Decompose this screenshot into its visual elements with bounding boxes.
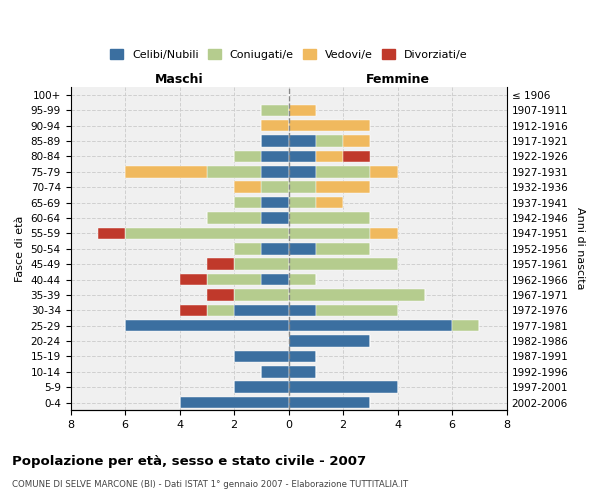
Bar <box>289 336 370 347</box>
Bar <box>289 212 370 224</box>
Bar <box>289 320 452 332</box>
Bar <box>125 166 207 177</box>
Bar <box>207 166 262 177</box>
Bar <box>316 304 398 316</box>
Bar <box>316 150 343 162</box>
Bar <box>207 304 234 316</box>
Bar <box>262 136 289 147</box>
Bar <box>289 258 398 270</box>
Bar <box>289 150 316 162</box>
Bar <box>98 228 125 239</box>
Bar <box>289 274 316 285</box>
Bar <box>234 289 289 300</box>
Text: Popolazione per età, sesso e stato civile - 2007: Popolazione per età, sesso e stato civil… <box>12 455 366 468</box>
Bar <box>289 182 316 193</box>
Bar <box>262 274 289 285</box>
Bar <box>289 397 370 408</box>
Bar <box>316 136 343 147</box>
Bar <box>262 120 289 132</box>
Bar <box>262 104 289 116</box>
Bar <box>289 243 316 254</box>
Legend: Celibi/Nubili, Coniugati/e, Vedovi/e, Divorziati/e: Celibi/Nubili, Coniugati/e, Vedovi/e, Di… <box>106 44 472 64</box>
Bar <box>262 182 289 193</box>
Bar <box>262 197 289 208</box>
Bar <box>234 197 262 208</box>
Y-axis label: Anni di nascita: Anni di nascita <box>575 208 585 290</box>
Bar <box>234 382 289 393</box>
Bar <box>207 289 234 300</box>
Bar <box>289 120 370 132</box>
Bar <box>207 212 262 224</box>
Bar <box>289 382 398 393</box>
Bar <box>289 166 316 177</box>
Bar <box>289 289 425 300</box>
Bar <box>179 397 289 408</box>
Bar <box>370 228 398 239</box>
Bar <box>289 350 316 362</box>
Text: Femmine: Femmine <box>365 72 430 86</box>
Bar <box>234 182 262 193</box>
Bar <box>234 150 262 162</box>
Bar <box>207 258 234 270</box>
Bar <box>262 150 289 162</box>
Bar <box>289 104 316 116</box>
Text: Maschi: Maschi <box>155 72 204 86</box>
Bar <box>179 304 207 316</box>
Bar <box>262 243 289 254</box>
Bar <box>289 228 370 239</box>
Bar <box>289 304 316 316</box>
Bar <box>262 166 289 177</box>
Bar <box>234 258 289 270</box>
Bar <box>316 197 343 208</box>
Bar <box>262 212 289 224</box>
Bar <box>262 366 289 378</box>
Y-axis label: Fasce di età: Fasce di età <box>15 216 25 282</box>
Bar <box>316 166 370 177</box>
Bar <box>316 182 370 193</box>
Bar <box>234 304 289 316</box>
Bar <box>207 274 262 285</box>
Bar <box>125 228 289 239</box>
Bar <box>125 320 289 332</box>
Bar <box>289 366 316 378</box>
Bar <box>452 320 479 332</box>
Bar <box>289 136 316 147</box>
Bar <box>179 274 207 285</box>
Bar <box>343 150 370 162</box>
Bar <box>370 166 398 177</box>
Bar <box>234 350 289 362</box>
Bar <box>316 243 370 254</box>
Bar <box>234 243 262 254</box>
Bar <box>289 197 316 208</box>
Text: COMUNE DI SELVE MARCONE (BI) - Dati ISTAT 1° gennaio 2007 - Elaborazione TUTTITA: COMUNE DI SELVE MARCONE (BI) - Dati ISTA… <box>12 480 408 489</box>
Bar <box>343 136 370 147</box>
